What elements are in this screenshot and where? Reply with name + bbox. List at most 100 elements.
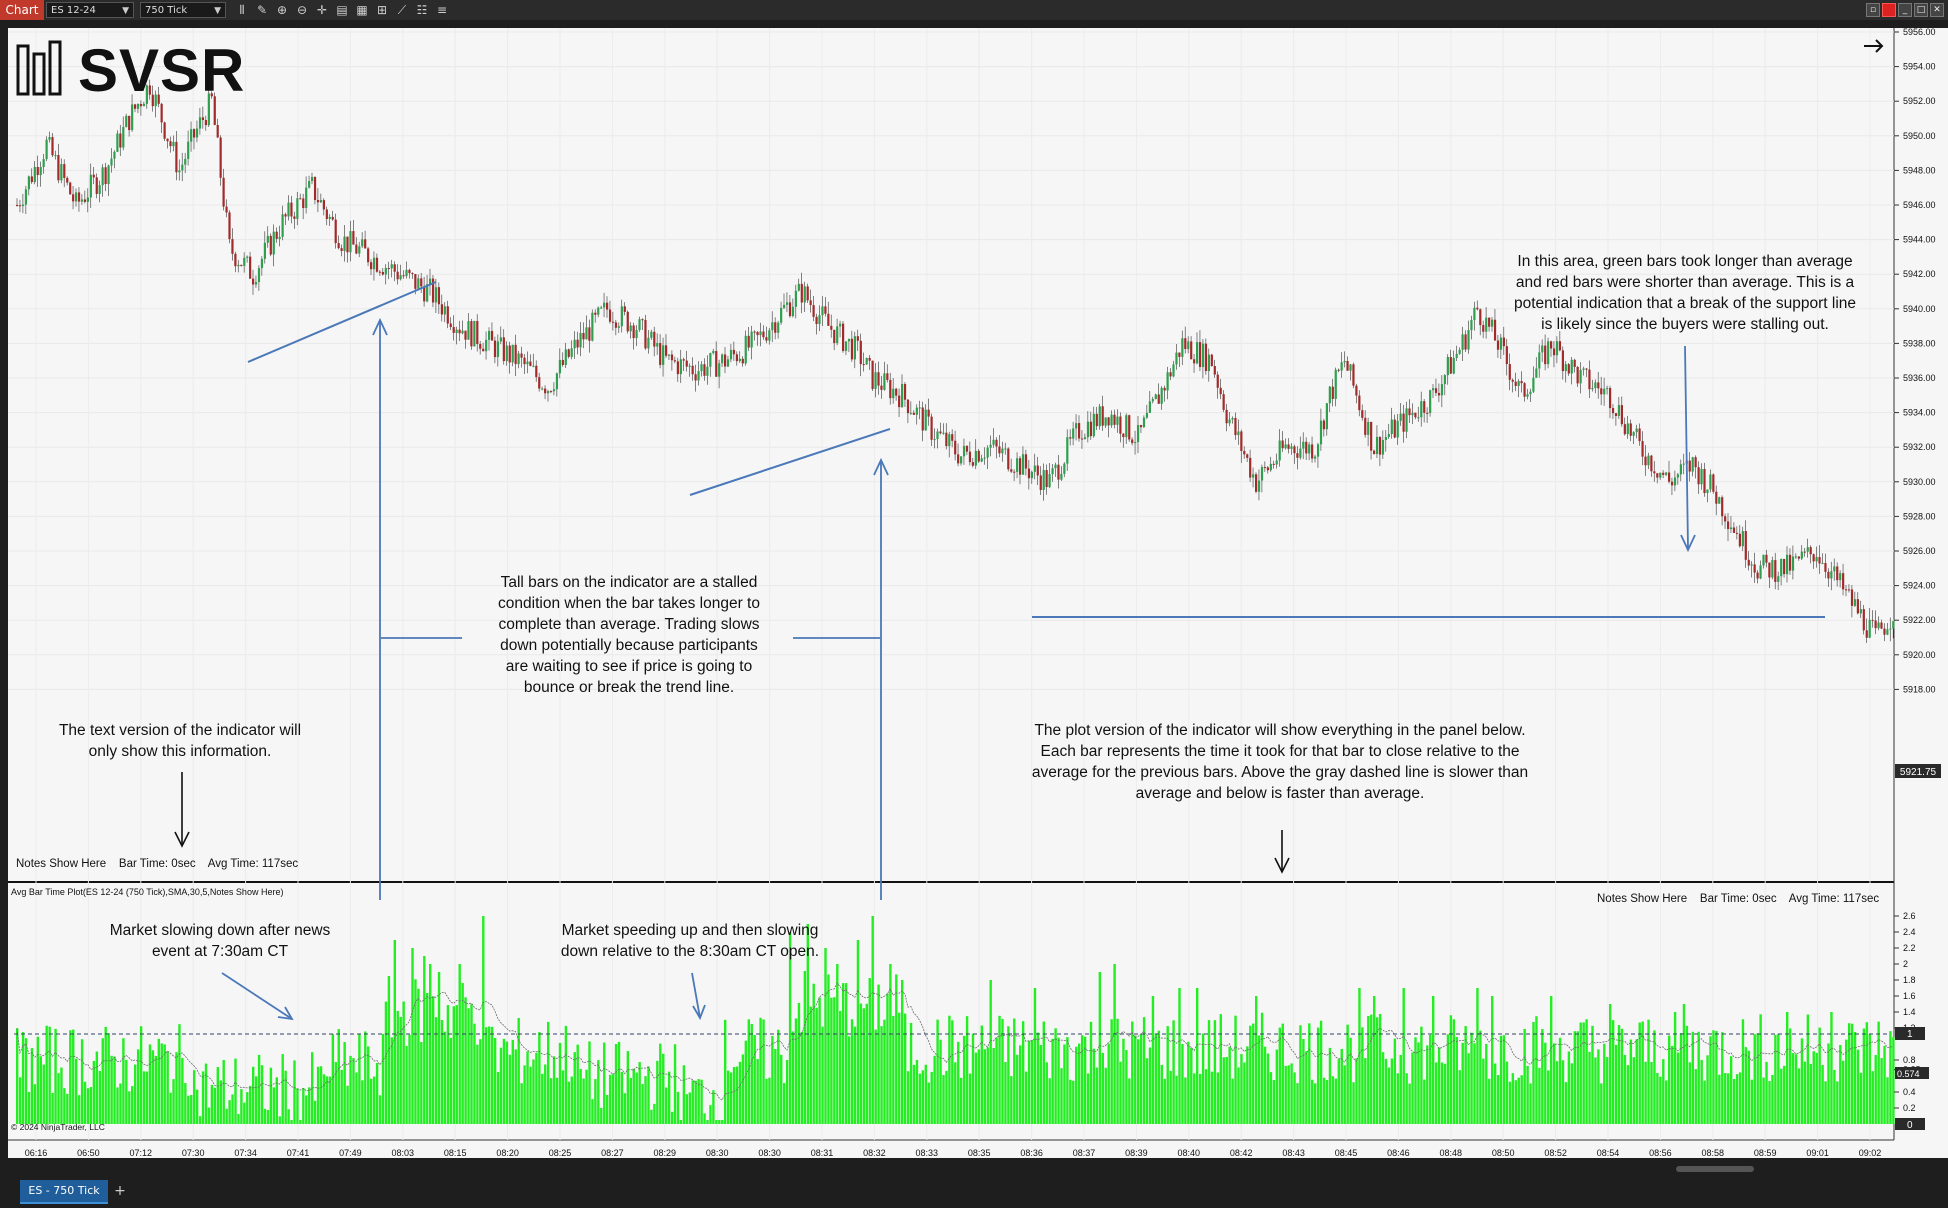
- close-red-icon[interactable]: [1882, 3, 1896, 17]
- candle-body: [1452, 357, 1455, 374]
- candle-body: [364, 239, 367, 249]
- indicator-bar: [1157, 1030, 1161, 1124]
- restore-icon[interactable]: ▫: [1866, 3, 1880, 17]
- indicator-bar: [1703, 1080, 1706, 1124]
- indicator-bar: [172, 1079, 175, 1124]
- candle-body: [54, 155, 57, 157]
- chart-tab[interactable]: Chart: [0, 0, 44, 20]
- trend-line-2[interactable]: [689, 428, 891, 496]
- indicator-bar: [219, 1080, 222, 1124]
- indicator-bar: [42, 1064, 45, 1124]
- indicators-icon[interactable]: ▦: [356, 3, 368, 17]
- note-line: complete than average. Trading slows: [498, 616, 760, 633]
- minimize-icon[interactable]: _: [1898, 3, 1912, 17]
- candle-body: [673, 360, 677, 362]
- indicator-bar: [611, 1074, 615, 1124]
- indicator-bar: [806, 924, 809, 1124]
- indicator-bar: [316, 1066, 320, 1124]
- add-tab-icon[interactable]: +: [114, 1183, 126, 1199]
- candle-body: [1600, 388, 1603, 395]
- time-tick-label: 07:34: [234, 1148, 257, 1158]
- candle-body: [293, 216, 296, 219]
- chart-tab-es[interactable]: ES - 750 Tick: [20, 1180, 108, 1204]
- candle-body: [1054, 464, 1057, 469]
- indicator-bar: [1240, 1054, 1243, 1124]
- candle-body: [1827, 571, 1830, 579]
- candle-body: [1010, 469, 1013, 472]
- chart-canvas[interactable]: 5956.00 5954.00 5952.00 5950.00 5948.00 5946.…: [0, 20, 1948, 1176]
- time-tick-label: 08:30: [758, 1148, 781, 1158]
- indicator-bar: [759, 1017, 762, 1124]
- strategies-icon[interactable]: ⊞: [376, 3, 388, 17]
- crosshair-icon[interactable]: ✛: [316, 3, 328, 17]
- indicator-bar: [901, 980, 904, 1124]
- bars-icon[interactable]: ⫴: [239, 3, 245, 17]
- indicator-bar: [1747, 1050, 1751, 1124]
- note-line: down potentially because participants: [500, 637, 758, 654]
- data-box-icon[interactable]: ▤: [336, 3, 348, 17]
- indicator-flags: 1 0.574 0: [1895, 1027, 1929, 1131]
- candle-body: [721, 354, 724, 364]
- indicator-bar: [420, 1042, 423, 1124]
- candle-body: [39, 167, 42, 176]
- candle-body: [57, 155, 60, 181]
- indicator-bar: [744, 1040, 748, 1124]
- candle-body: [783, 304, 786, 308]
- draw-pencil-icon[interactable]: ✎: [256, 3, 268, 17]
- indicator-bar: [1821, 1064, 1824, 1124]
- indicator-bar: [1455, 1037, 1458, 1124]
- indicator-bar: [75, 1058, 78, 1124]
- candle-body: [1098, 406, 1101, 427]
- indicator-bar: [1774, 1034, 1777, 1124]
- candle-body: [1001, 448, 1004, 454]
- indicator-bar: [1765, 1061, 1768, 1124]
- template-icon[interactable]: ⟋: [397, 3, 407, 17]
- candle-body: [467, 321, 470, 340]
- indicator-bar: [1139, 1034, 1143, 1124]
- interval-selector[interactable]: 750 Tick ▼: [140, 2, 226, 18]
- indicator-bar: [1237, 1067, 1240, 1124]
- indicator-bar: [1783, 1065, 1786, 1124]
- candle-body: [414, 274, 417, 289]
- time-tick-label: 08:48: [1440, 1148, 1463, 1158]
- time-tick-label: 07:41: [287, 1148, 310, 1158]
- candle-body: [1493, 319, 1497, 341]
- candle-body: [862, 364, 865, 366]
- indicator-bar: [998, 1015, 1001, 1124]
- candle-body: [1682, 463, 1685, 465]
- candle-body: [184, 158, 187, 165]
- trend-line-1[interactable]: [247, 281, 437, 363]
- candle-body: [588, 327, 591, 341]
- indicator-bar: [417, 988, 420, 1124]
- indicator-bar: [1080, 1035, 1084, 1124]
- instrument-selector[interactable]: ES 12-24 ▼: [46, 2, 134, 18]
- indicator-bar: [24, 1038, 28, 1124]
- candle-body: [299, 198, 302, 200]
- close-icon[interactable]: ✕: [1930, 3, 1944, 17]
- zoom-in-icon[interactable]: ⊕: [276, 3, 288, 17]
- candle-body: [1051, 468, 1054, 475]
- properties-icon[interactable]: ☷: [416, 3, 428, 17]
- maximize-icon[interactable]: □: [1914, 3, 1928, 17]
- indicator-bar: [1488, 1078, 1491, 1124]
- candle-body: [1673, 477, 1677, 486]
- candle-body: [33, 166, 36, 183]
- candle-body: [1735, 532, 1739, 534]
- indicator-bar: [148, 1044, 152, 1124]
- indicator-bar: [1523, 1028, 1526, 1124]
- scroll-arrow-icon[interactable]: [1864, 39, 1884, 53]
- candle-body: [986, 447, 989, 458]
- zoom-out-icon[interactable]: ⊖: [296, 3, 308, 17]
- indicator-bar: [1659, 1076, 1662, 1124]
- candle-body: [372, 257, 376, 270]
- indicator-bar: [564, 1025, 568, 1124]
- candle-body: [1526, 394, 1529, 397]
- candle-body: [1629, 423, 1632, 436]
- time-tick-label: 08:46: [1387, 1148, 1410, 1158]
- list-icon[interactable]: ≡: [436, 3, 448, 17]
- horizontal-scrollbar[interactable]: [1676, 1166, 1754, 1172]
- indicator-bar: [1517, 1077, 1520, 1124]
- candle-body: [319, 200, 323, 203]
- green-red-note: In this area, green bars took longer tha…: [1480, 251, 1890, 335]
- candle-body: [688, 365, 691, 367]
